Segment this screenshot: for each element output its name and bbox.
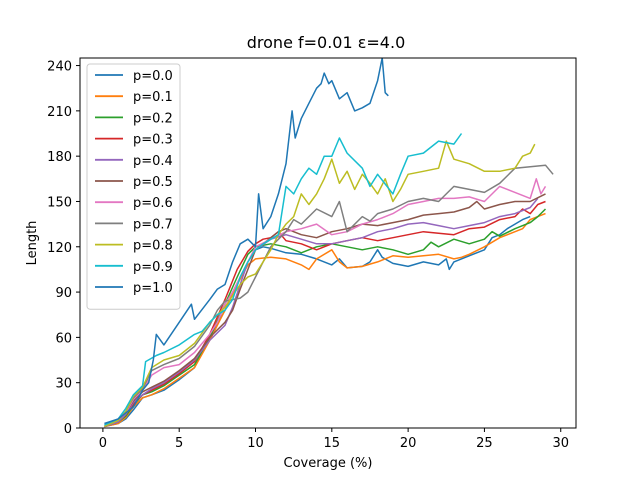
legend-label: p=0.6: [133, 196, 173, 211]
plot-frame: [79, 57, 577, 429]
series-line-p-0-6: [104, 178, 547, 428]
plot-area: [104, 58, 554, 428]
y-tick-label: 210: [47, 105, 72, 120]
x-axis-title: Coverage (%): [284, 456, 373, 471]
legend-label: p=0.7: [133, 217, 173, 232]
x-tick-label: 25: [476, 436, 493, 451]
y-tick-label: 240: [47, 60, 72, 75]
series-line-p-0-0: [104, 215, 531, 428]
legend-label: p=1.0: [133, 281, 173, 296]
chart-title: drone f=0.01 ε=4.0: [247, 33, 406, 52]
series-lines: [104, 58, 554, 428]
y-tick-label: 180: [47, 150, 72, 165]
legend-label: p=0.9: [133, 260, 173, 275]
legend-box: [86, 63, 181, 310]
y-tick-label: 120: [47, 241, 72, 256]
legend-label: p=0.1: [133, 90, 173, 105]
series-line-p-0-1: [104, 212, 546, 428]
series-line-p-0-5: [104, 193, 546, 428]
legend-label: p=0.0: [133, 69, 173, 84]
y-tick-label: 150: [47, 195, 72, 210]
legend-label: p=0.3: [133, 133, 173, 148]
x-tick-label: 10: [247, 436, 264, 451]
legend-label: p=0.8: [133, 239, 173, 254]
series-line-p-0-2: [104, 208, 547, 428]
y-tick-label: 90: [55, 286, 72, 301]
y-tick-label: 0: [64, 422, 72, 437]
legend-label: p=0.2: [133, 111, 173, 126]
series-line-p-0-4: [104, 197, 539, 428]
x-tick-label: 5: [175, 436, 183, 451]
x-tick-label: 30: [552, 436, 569, 451]
legend-label: p=0.5: [133, 175, 173, 190]
series-line-p-0-7: [104, 164, 554, 428]
y-tick-label: 60: [55, 331, 72, 346]
series-line-p-0-3: [104, 200, 546, 428]
y-tick-label: 30: [55, 377, 72, 392]
series-line-p-0-9: [104, 133, 463, 426]
x-tick-label: 0: [99, 436, 107, 451]
legend-label: p=0.4: [133, 154, 173, 169]
x-tick-label: 15: [324, 436, 341, 451]
axis-ticks: 0 5 10 15 20 25 30 0 30 60 90 120 150 180 210 240: [47, 60, 569, 451]
series-line-p-0-8: [104, 140, 536, 428]
series-line-p-1-0: [104, 58, 389, 425]
legend: p=0.0 p=0.1 p=0.2 p=0.3 p=0.4 p=0.5 p=0.6 p=0.7…: [86, 63, 181, 310]
x-tick-label: 20: [400, 436, 417, 451]
y-axis-title: Length: [25, 221, 40, 266]
